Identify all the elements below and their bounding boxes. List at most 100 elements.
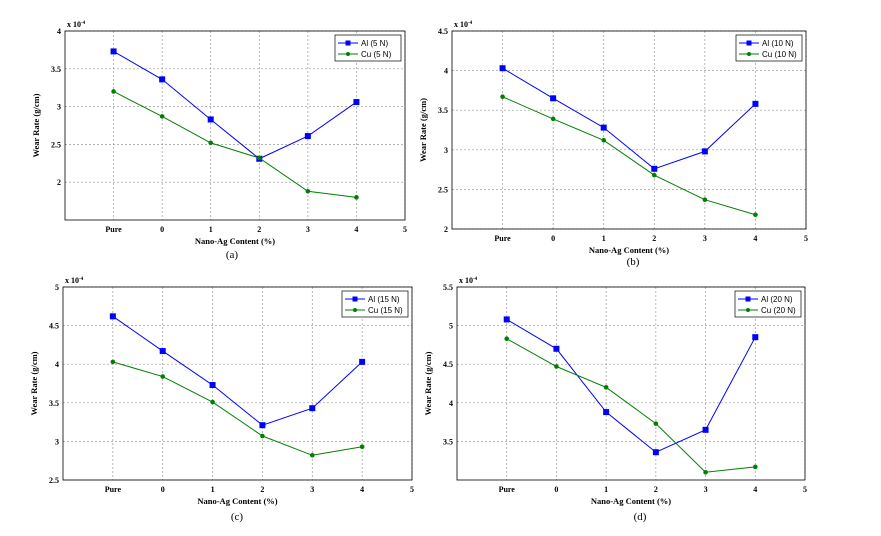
series-line-cu: [112, 361, 363, 456]
legend: Al (10 N) Cu (10 N): [735, 34, 803, 62]
data-point-al: [207, 116, 214, 123]
y-tick-label: 4: [55, 360, 59, 369]
series-line-al: [112, 315, 363, 426]
data-point-al: [159, 76, 166, 83]
y-axis-label: Wear Rate (g/cm): [31, 93, 41, 157]
x-tick-label: 1: [602, 234, 606, 243]
legend-marker: [745, 296, 751, 302]
x-tick-label: Pure: [105, 225, 122, 234]
legend-box: [735, 34, 803, 62]
x-tick-label: Pure: [105, 485, 122, 494]
plot-frame: [62, 286, 413, 481]
y-axis-label: Wear Rate (g/cm): [29, 351, 39, 415]
data-point-cu: [550, 116, 556, 122]
data-point-al: [600, 124, 607, 131]
panel-caption: (b): [627, 256, 640, 268]
x-tick-label: 2: [257, 225, 261, 234]
y-exponent: -4: [473, 277, 478, 282]
data-point-al: [499, 65, 506, 72]
y-tick-label: 2: [57, 178, 61, 187]
y-tick-label: 2.5: [51, 140, 61, 149]
y-axis-label: Wear Rate (g/cm): [423, 351, 433, 415]
panel-a: Pure 0 1 2 3 4 5 2 2.5 3 3.5 4 x 10-4 Nano-Ag Content…: [31, 20, 407, 261]
data-point-cu: [603, 385, 609, 390]
data-point-al: [159, 348, 166, 355]
y-exponent: -4: [79, 277, 84, 282]
data-point-cu: [500, 94, 505, 100]
y-tick-label: 3: [444, 146, 448, 155]
plot-frame: [456, 286, 806, 481]
y-tick-label: 3.5: [49, 399, 59, 408]
x-tick-label: 3: [306, 225, 310, 234]
x-axis-label: Nano-Ag Content (%): [197, 496, 277, 506]
y-tick-label: 2.5: [438, 185, 448, 194]
panel-b: Pure 0 1 2 3 4 5 2 2.5 3 3.5 4 4.5 x 10-4 Nano-Ag Cont…: [418, 20, 808, 268]
legend-label: Al (5 N): [361, 39, 388, 48]
data-point-al: [550, 95, 557, 102]
legend-marker: [345, 40, 351, 46]
legend-label: Al (10 N): [762, 39, 794, 48]
x-tick-label: 4: [354, 225, 358, 234]
data-point-al: [110, 48, 117, 55]
x-tick-label: 0: [554, 485, 558, 494]
y-multiplier-base: x 10: [65, 276, 79, 285]
y-multiplier: x 10-4: [454, 20, 473, 29]
data-point-al: [109, 313, 116, 320]
y-multiplier: x 10-4: [459, 276, 478, 285]
legend-marker: [747, 52, 751, 56]
data-point-cu: [309, 452, 315, 458]
plot-frame: [64, 30, 406, 221]
legend-marker: [746, 308, 750, 312]
data-point-al: [209, 382, 216, 389]
legend: Al (15 N) Cu (15 N): [341, 290, 409, 318]
data-point-cu: [554, 364, 559, 369]
y-multiplier-base: x 10: [67, 20, 81, 29]
y-multiplier: x 10-4: [67, 20, 86, 29]
y-tick-label: 2: [444, 225, 448, 234]
x-axis-label: Nano-Ag Content (%): [589, 245, 669, 255]
x-tick-label: Pure: [494, 234, 511, 243]
data-point-al: [304, 133, 311, 140]
y-tick-label: 3: [55, 437, 59, 446]
y-tick-label: 4.5: [438, 27, 448, 36]
x-tick-label: 5: [403, 225, 407, 234]
y-tick-label: 4: [57, 27, 61, 36]
data-point-al: [603, 409, 610, 416]
y-multiplier-base: x 10: [454, 20, 468, 29]
data-point-al: [353, 99, 360, 106]
data-point-cu: [208, 140, 214, 146]
data-point-cu: [504, 336, 510, 342]
data-point-cu: [359, 444, 365, 450]
panel-caption: (d): [634, 511, 647, 523]
legend-label: Cu (15 N): [368, 306, 403, 315]
data-point-al: [553, 345, 560, 352]
data-point-al: [702, 426, 709, 433]
legend-label: Cu (5 N): [361, 50, 392, 59]
y-tick-label: 3.5: [51, 65, 61, 74]
y-tick-label: 4.5: [443, 360, 453, 369]
data-point-al: [652, 449, 659, 456]
y-axis-label: Wear Rate (g/cm): [418, 98, 428, 162]
panel-caption: (a): [226, 249, 239, 261]
data-point-cu: [653, 421, 659, 426]
y-tick-label: 3.5: [443, 437, 453, 446]
data-point-cu: [702, 197, 708, 202]
x-tick-label: 1: [604, 485, 608, 494]
legend-box: [341, 290, 409, 318]
x-tick-label: 3: [703, 234, 707, 243]
series-line-cu: [506, 338, 756, 473]
y-tick-label: 4.5: [49, 322, 59, 331]
series-line-al: [506, 318, 756, 453]
y-tick-label: 4: [449, 399, 453, 408]
x-tick-label: 1: [211, 485, 215, 494]
data-point-al: [701, 148, 708, 155]
data-point-al: [309, 405, 316, 412]
x-tick-label: 2: [654, 485, 658, 494]
panel-d: Pure 0 1 2 3 4 5 3.5 4 4.5 5 5.5 x 10-4 Nano-Ag Conte…: [423, 276, 807, 523]
data-point-cu: [305, 188, 311, 194]
y-tick-label: 3.5: [438, 106, 448, 115]
data-point-cu: [260, 433, 265, 439]
panel-caption: (c): [231, 511, 244, 523]
data-point-cu: [111, 89, 116, 94]
